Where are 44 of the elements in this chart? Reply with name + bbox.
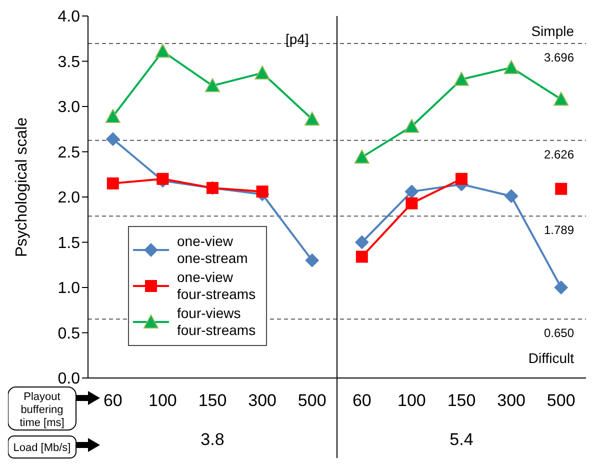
x-tick-label: 500 bbox=[298, 391, 326, 410]
y-tick-label: 0.5 bbox=[58, 325, 80, 342]
point bbox=[354, 150, 370, 164]
point bbox=[554, 92, 569, 106]
text: 5.4 bbox=[450, 430, 474, 449]
point bbox=[156, 172, 169, 185]
x-tick-label: 150 bbox=[447, 391, 476, 410]
point bbox=[554, 280, 568, 294]
x-tick-label: 60 bbox=[352, 391, 372, 410]
point bbox=[404, 118, 420, 133]
x-tick-label: 100 bbox=[148, 391, 177, 410]
point bbox=[305, 253, 320, 268]
text: Load [Mb/s] bbox=[13, 442, 71, 454]
x-tick-label: 500 bbox=[546, 391, 576, 410]
x-tick-label: 60 bbox=[103, 391, 122, 410]
annotation: Simple bbox=[531, 23, 574, 39]
annotation: [p4] bbox=[285, 31, 309, 47]
y-tick-label: 4.0 bbox=[58, 8, 80, 26]
x-tick-label: 100 bbox=[398, 391, 426, 410]
y-axis-title: Psychological scale bbox=[14, 117, 31, 257]
text: Playout buffering time [ms] bbox=[20, 391, 64, 429]
ref-line-label: 2.626 bbox=[544, 147, 574, 162]
y-tick-label: 1.5 bbox=[58, 234, 80, 252]
annotation: Difficult bbox=[528, 350, 574, 366]
point bbox=[504, 60, 519, 74]
y-tick-label: 2.5 bbox=[58, 144, 80, 162]
y-tick-label: 3.5 bbox=[58, 54, 80, 71]
text: 3.8 bbox=[200, 430, 224, 449]
x-tick-label: 300 bbox=[248, 391, 276, 410]
point bbox=[456, 172, 468, 185]
point bbox=[106, 132, 120, 146]
x-tick-label: 300 bbox=[497, 391, 526, 410]
y-tick-label: 3.0 bbox=[58, 99, 80, 116]
ref-line-label: 0.650 bbox=[544, 326, 574, 340]
point bbox=[454, 72, 469, 86]
ref-line-label: 3.696 bbox=[544, 50, 574, 65]
y-tick-label: 0.0 bbox=[58, 370, 80, 388]
y-tick-label: 2.0 bbox=[58, 190, 80, 207]
x-tick-label: 150 bbox=[198, 391, 227, 410]
point bbox=[106, 177, 119, 190]
ref-line-label: 1.789 bbox=[544, 223, 574, 238]
y-tick-label: 1.0 bbox=[58, 280, 80, 298]
point bbox=[256, 186, 268, 198]
legend-label: four-views four-streams bbox=[177, 305, 256, 339]
